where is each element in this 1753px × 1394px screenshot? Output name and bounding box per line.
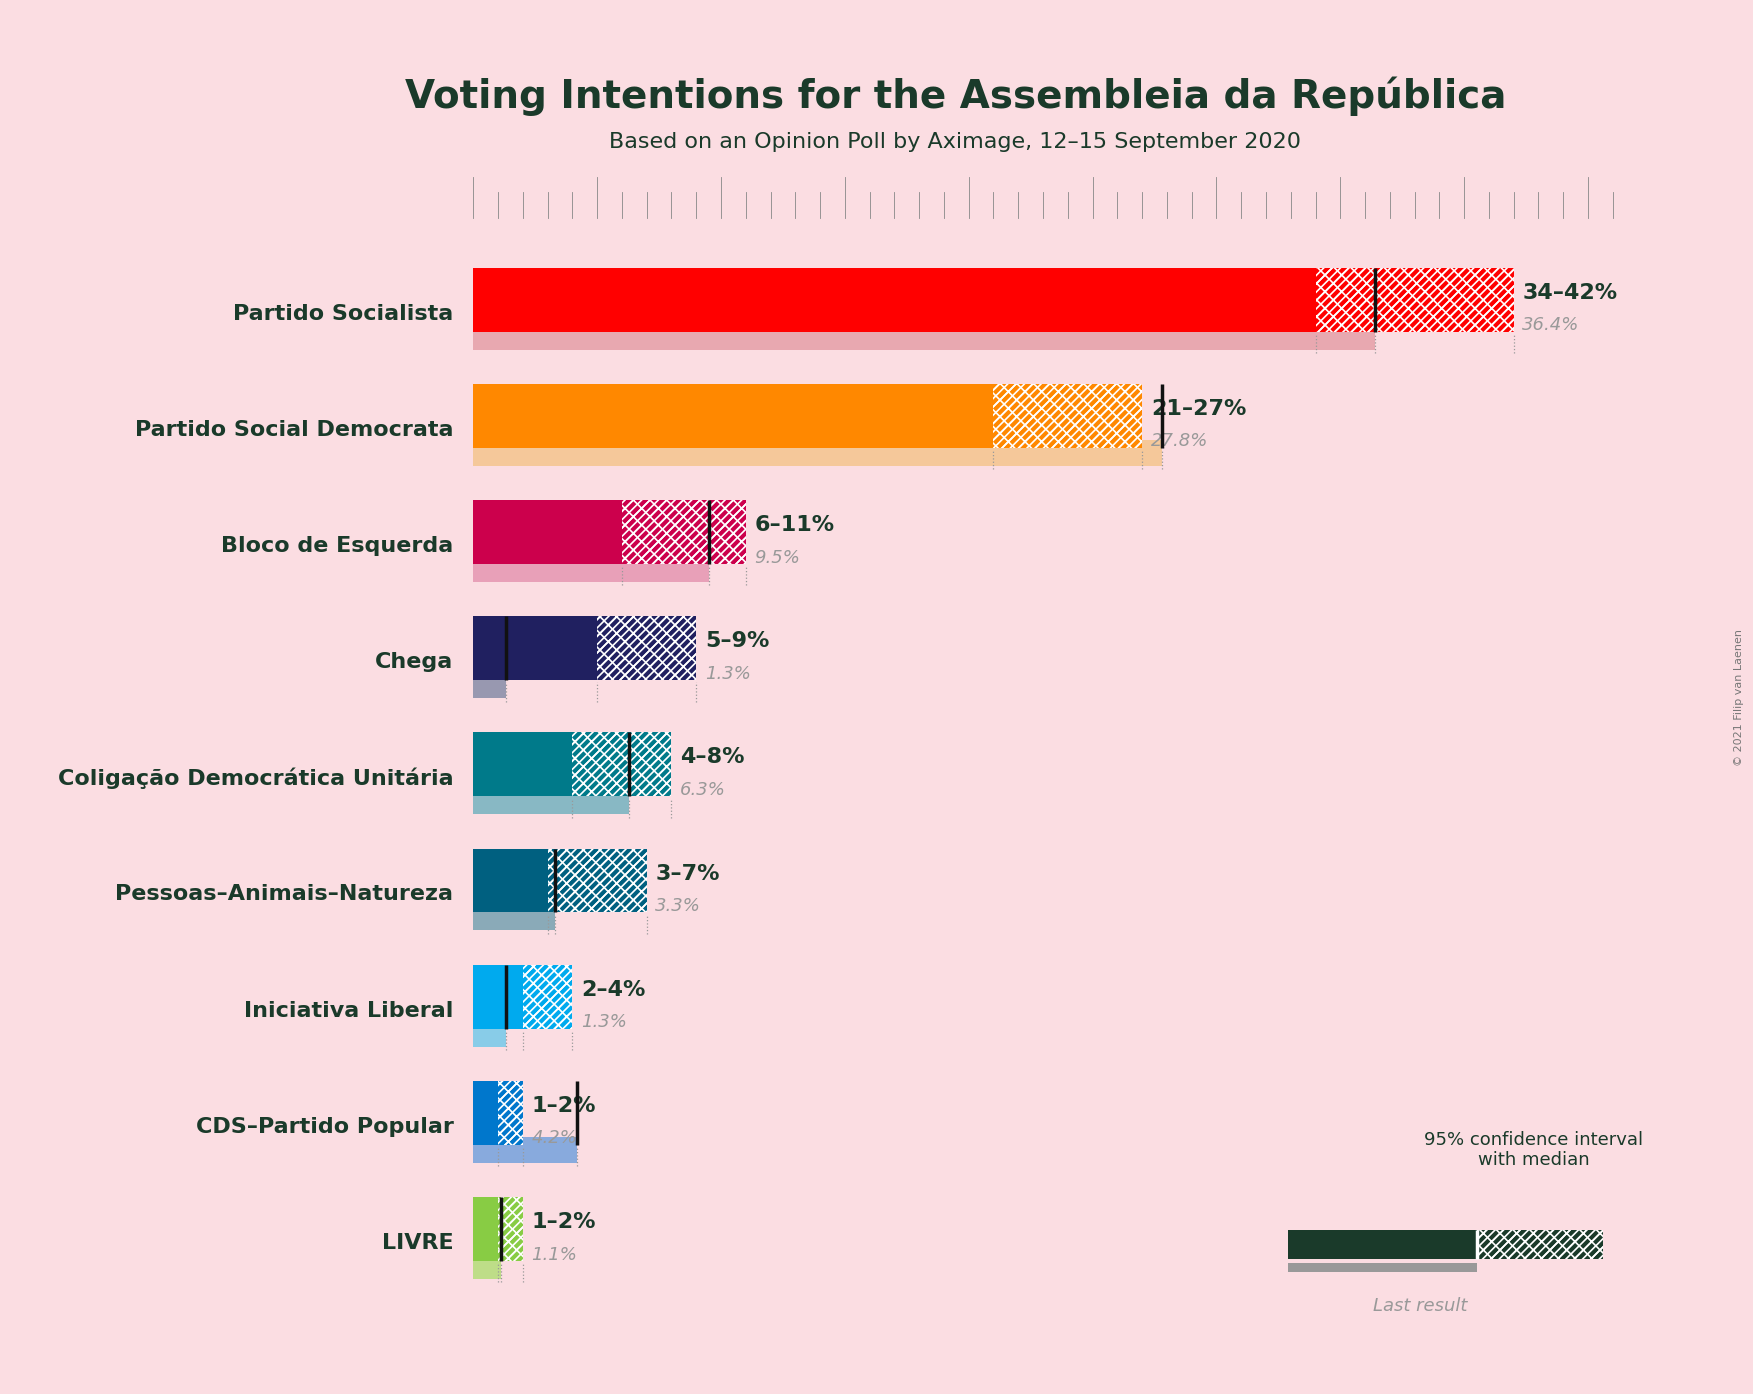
Bar (473, 1138, 577, 1163)
Bar (598, 616, 696, 680)
Text: 36.4%: 36.4% (1522, 316, 1579, 335)
Bar (547, 849, 647, 913)
Text: Voting Intentions for the Assembleia da República: Voting Intentions for the Assembleia da … (405, 77, 1506, 116)
Bar (573, 732, 671, 796)
Bar (1315, 268, 1513, 332)
Text: 1–2%: 1–2% (531, 1096, 596, 1117)
Text: 27.8%: 27.8% (1150, 432, 1208, 450)
Text: 34–42%: 34–42% (1522, 283, 1618, 302)
Text: Partido Socialista: Partido Socialista (233, 304, 454, 323)
Bar (473, 616, 598, 680)
Bar (1288, 1230, 1476, 1260)
Text: 4–8%: 4–8% (680, 747, 745, 768)
Bar (473, 1253, 501, 1280)
Text: 2–4%: 2–4% (580, 980, 645, 999)
Text: 3.3%: 3.3% (656, 898, 701, 914)
Text: © 2021 Filip van Laenen: © 2021 Filip van Laenen (1734, 629, 1744, 765)
Bar (994, 383, 1143, 447)
Text: 95% confidence interval
with median: 95% confidence interval with median (1423, 1131, 1643, 1170)
Text: LIVRE: LIVRE (382, 1232, 454, 1253)
Text: Last result: Last result (1373, 1298, 1467, 1315)
Bar (498, 1080, 522, 1144)
Text: Pessoas–Animais–Natureza: Pessoas–Animais–Natureza (116, 884, 454, 905)
Bar (473, 905, 556, 931)
Text: 1.3%: 1.3% (705, 665, 750, 683)
Text: 6.3%: 6.3% (680, 781, 726, 799)
Bar (473, 1020, 505, 1047)
Text: 1.1%: 1.1% (531, 1246, 577, 1263)
Bar (473, 1080, 498, 1144)
Bar (473, 268, 1315, 332)
Bar (473, 789, 629, 814)
Bar (573, 732, 671, 796)
Text: Partido Social Democrata: Partido Social Democrata (135, 420, 454, 441)
Bar (473, 556, 708, 583)
Text: 5–9%: 5–9% (705, 631, 770, 651)
Bar (473, 965, 522, 1029)
Text: 4.2%: 4.2% (531, 1129, 577, 1147)
Bar (1288, 1263, 1476, 1273)
Bar (598, 616, 696, 680)
Bar (522, 965, 573, 1029)
Text: CDS–Partido Popular: CDS–Partido Popular (196, 1117, 454, 1138)
Bar (1315, 268, 1513, 332)
Bar (622, 500, 745, 565)
Text: Bloco de Esquerda: Bloco de Esquerda (221, 535, 454, 556)
Bar (473, 383, 994, 447)
Bar (473, 849, 547, 913)
Text: Coligação Democrática Unitária: Coligação Democrática Unitária (58, 768, 454, 789)
Text: 6–11%: 6–11% (754, 514, 834, 535)
Text: Based on an Opinion Poll by Aximage, 12–15 September 2020: Based on an Opinion Poll by Aximage, 12–… (610, 132, 1301, 152)
Text: 3–7%: 3–7% (656, 863, 720, 884)
Text: Iniciativa Liberal: Iniciativa Liberal (244, 1001, 454, 1020)
Bar (498, 1197, 522, 1262)
Bar (547, 849, 647, 913)
Bar (473, 441, 1162, 466)
Bar (473, 323, 1374, 350)
Text: 1–2%: 1–2% (531, 1211, 596, 1232)
Bar (473, 1197, 498, 1262)
Text: 9.5%: 9.5% (754, 549, 801, 566)
Bar (473, 732, 573, 796)
Bar (1476, 1230, 1602, 1260)
Bar (473, 500, 622, 565)
Bar (522, 965, 573, 1029)
Text: 1.3%: 1.3% (580, 1013, 628, 1032)
Bar (994, 383, 1143, 447)
Text: Chega: Chega (375, 652, 454, 672)
Text: 21–27%: 21–27% (1150, 399, 1246, 420)
Bar (473, 673, 505, 698)
Bar (498, 1197, 522, 1262)
Bar (622, 500, 745, 565)
Bar (498, 1080, 522, 1144)
Bar (1476, 1230, 1602, 1260)
